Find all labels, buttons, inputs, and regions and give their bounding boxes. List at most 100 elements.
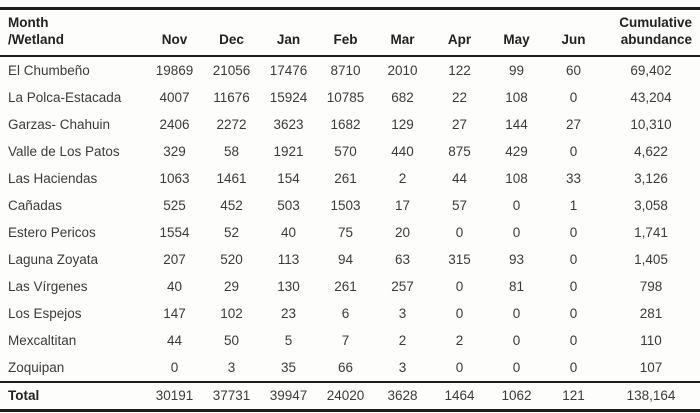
table-cell: 19869 bbox=[155, 62, 194, 78]
table-cell: 0 bbox=[512, 224, 521, 240]
table-cell: 75 bbox=[337, 224, 354, 240]
table-cell: 525 bbox=[163, 197, 186, 213]
table-cell: 57 bbox=[451, 197, 468, 213]
table-cell: 22 bbox=[451, 89, 468, 105]
table-cell: 1682 bbox=[330, 116, 361, 132]
table-cell: 2 bbox=[398, 170, 407, 186]
table-cell: 154 bbox=[277, 170, 300, 186]
cumulative-cell: 798 bbox=[639, 278, 663, 294]
total-cell: 1062 bbox=[488, 380, 545, 411]
column-header-nov: Nov bbox=[146, 8, 203, 57]
table-cell: 0 bbox=[170, 359, 179, 375]
wetland-name-cell: Las Vírgenes bbox=[8, 278, 88, 294]
table-cell: 33 bbox=[565, 170, 582, 186]
table-row: Cañadas 525 452 503 1503 17 57 0 1 3,058 bbox=[0, 192, 700, 219]
column-header-feb: Feb bbox=[317, 8, 374, 57]
header-line: Month bbox=[8, 15, 49, 30]
table-cell: 207 bbox=[163, 251, 186, 267]
cumulative-cell: 4,622 bbox=[634, 143, 668, 159]
table-cell: 6 bbox=[341, 305, 350, 321]
table-cell: 875 bbox=[448, 143, 471, 159]
wetland-name-cell: Zoquipan bbox=[8, 359, 65, 375]
table-row: El Chumbeño 19869 21056 17476 8710 2010 … bbox=[0, 56, 700, 84]
table-cell: 27 bbox=[451, 116, 468, 132]
cumulative-cell: 3,126 bbox=[634, 170, 668, 186]
table-cell: 63 bbox=[394, 251, 411, 267]
table-cell: 129 bbox=[391, 116, 414, 132]
table-cell: 0 bbox=[569, 278, 578, 294]
total-cell: 24020 bbox=[317, 380, 374, 411]
cumulative-cell: 3,058 bbox=[634, 197, 668, 213]
table-row: Las Vírgenes 40 29 130 261 257 0 81 0 79… bbox=[0, 273, 700, 300]
wetland-name-cell: Garzas- Chahuin bbox=[8, 116, 111, 132]
table-cell: 40 bbox=[280, 224, 297, 240]
cumulative-cell: 10,310 bbox=[630, 116, 672, 132]
table-row: Laguna Zoyata 207 520 113 94 63 315 93 0… bbox=[0, 246, 700, 273]
table-cell: 20 bbox=[394, 224, 411, 240]
table-cell: 261 bbox=[334, 170, 357, 186]
wetland-name-cell: Estero Pericos bbox=[8, 224, 96, 240]
table-cell: 2 bbox=[455, 332, 464, 348]
table-cell: 1063 bbox=[159, 170, 190, 186]
table-cell: 0 bbox=[569, 305, 578, 321]
total-cell: 3628 bbox=[374, 380, 431, 411]
column-header-cumulative-abundance: Cumulative abundance bbox=[602, 8, 700, 57]
table-cell: 0 bbox=[512, 332, 521, 348]
table-cell: 4007 bbox=[159, 89, 190, 105]
table-cell: 35 bbox=[280, 359, 297, 375]
table-cell: 99 bbox=[508, 62, 525, 78]
table-cell: 44 bbox=[166, 332, 183, 348]
table-cell: 108 bbox=[505, 170, 528, 186]
table-row: Zoquipan 0 3 35 66 3 0 0 0 107 bbox=[0, 354, 700, 382]
table-row: La Polca-Estacada 4007 11676 15924 10785… bbox=[0, 84, 700, 111]
table-cell: 15924 bbox=[269, 89, 308, 105]
table-cell: 520 bbox=[220, 251, 243, 267]
table-cell: 0 bbox=[455, 359, 464, 375]
table-cell: 3 bbox=[398, 359, 407, 375]
wetland-name-cell: El Chumbeño bbox=[8, 62, 90, 78]
header-line: abundance bbox=[620, 31, 692, 47]
column-header-dec: Dec bbox=[203, 8, 260, 57]
table-cell: 1554 bbox=[159, 224, 190, 240]
table-cell: 2010 bbox=[387, 62, 418, 78]
total-cell: 39947 bbox=[260, 380, 317, 411]
table-cell: 81 bbox=[508, 278, 525, 294]
table-cell: 94 bbox=[337, 251, 354, 267]
wetland-name-cell: La Polca-Estacada bbox=[8, 89, 122, 105]
table-cell: 102 bbox=[220, 305, 243, 321]
table-cell: 17476 bbox=[269, 62, 308, 78]
table-cell: 0 bbox=[569, 143, 578, 159]
total-cell: 37731 bbox=[203, 380, 260, 411]
wetland-name-cell: Laguna Zoyata bbox=[8, 251, 99, 267]
table-cell: 17 bbox=[394, 197, 411, 213]
table-cell: 0 bbox=[512, 305, 521, 321]
table-cell: 66 bbox=[337, 359, 354, 375]
table-cell: 44 bbox=[451, 170, 468, 186]
column-header-mar: Mar bbox=[374, 8, 431, 57]
column-header-may: May bbox=[488, 8, 545, 57]
wetland-name-cell: Cañadas bbox=[8, 197, 63, 213]
table-cell: 429 bbox=[505, 143, 528, 159]
table-cell: 11676 bbox=[213, 89, 250, 105]
cumulative-cell: 110 bbox=[640, 332, 662, 348]
table-cell: 0 bbox=[512, 359, 521, 375]
cumulative-cell: 69,402 bbox=[630, 62, 672, 78]
table-cell: 0 bbox=[569, 332, 578, 348]
table-cell: 452 bbox=[220, 197, 243, 213]
total-cell: 30191 bbox=[146, 380, 203, 411]
wetland-name-cell: Los Espejos bbox=[8, 305, 82, 321]
table-cell: 503 bbox=[277, 197, 300, 213]
table-cell: 1461 bbox=[216, 170, 247, 186]
table-row: Valle de Los Patos 329 58 1921 570 440 8… bbox=[0, 138, 700, 165]
table-cell: 0 bbox=[512, 197, 521, 213]
table-cell: 3623 bbox=[273, 116, 304, 132]
table-cell: 3 bbox=[398, 305, 407, 321]
table-cell: 682 bbox=[391, 89, 414, 105]
column-header-jun: Jun bbox=[545, 8, 602, 57]
table-cell: 257 bbox=[391, 278, 414, 294]
table-cell: 23 bbox=[280, 305, 297, 321]
table-cell: 108 bbox=[505, 89, 528, 105]
table-cell: 1921 bbox=[273, 143, 304, 159]
table-row: Las Haciendas 1063 1461 154 261 2 44 108… bbox=[0, 165, 700, 192]
